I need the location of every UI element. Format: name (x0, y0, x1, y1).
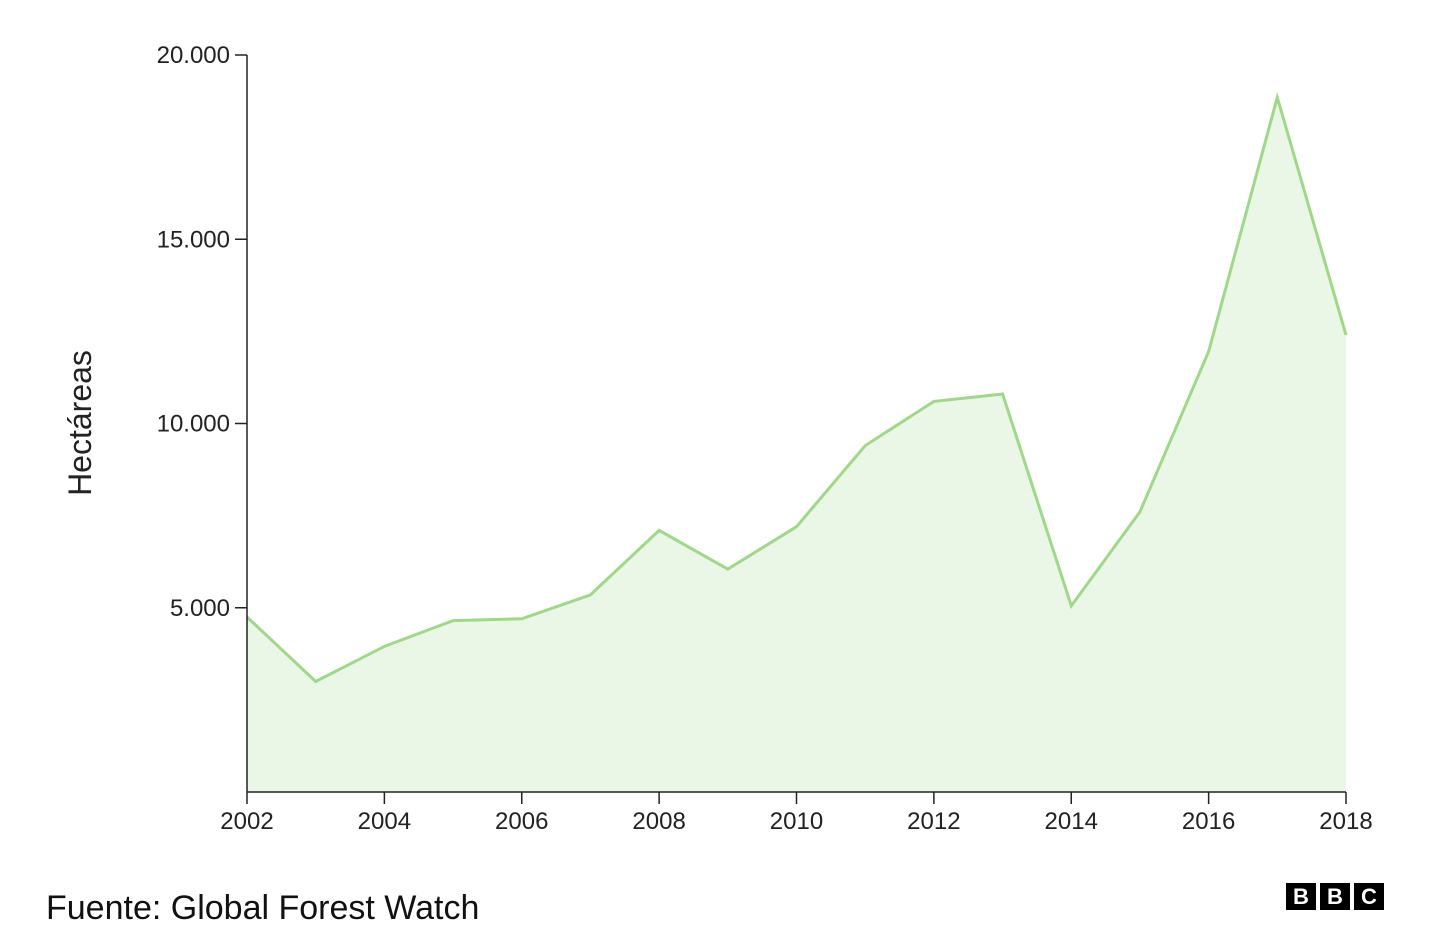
y-tick-label: 10.000 (157, 411, 230, 438)
y-tick-label: 20.000 (157, 42, 230, 69)
area-fill (247, 97, 1346, 792)
y-tick-label: 5.000 (170, 595, 230, 622)
series-line (245, 91, 1348, 684)
x-tick-label: 2004 (358, 808, 411, 835)
source-note: Fuente: Global Forest Watch (46, 889, 480, 927)
bbc-logo-letter-b2: B (1320, 883, 1350, 910)
bbc-logo-letter-b1: B (1286, 883, 1316, 910)
plot-area (245, 91, 1348, 792)
axes: 5.000 10.000 15.000 20.000 2002 2004 2006 2008 2… (157, 42, 1373, 835)
x-tick-label: 2002 (220, 808, 273, 835)
x-tick-label: 2010 (770, 808, 823, 835)
x-tick-label: 2016 (1182, 808, 1235, 835)
y-tick-label: 15.000 (157, 226, 230, 253)
x-tick-label: 2006 (495, 808, 548, 835)
x-tick-label: 2012 (907, 808, 960, 835)
x-tick-label: 2014 (1045, 808, 1098, 835)
y-axis-title: Hectáreas (62, 350, 98, 496)
bbc-logo: B B C (1286, 883, 1384, 910)
bbc-logo-letter-c: C (1354, 883, 1384, 910)
x-tick-label: 2008 (632, 808, 685, 835)
x-tick-label: 2018 (1319, 808, 1372, 835)
